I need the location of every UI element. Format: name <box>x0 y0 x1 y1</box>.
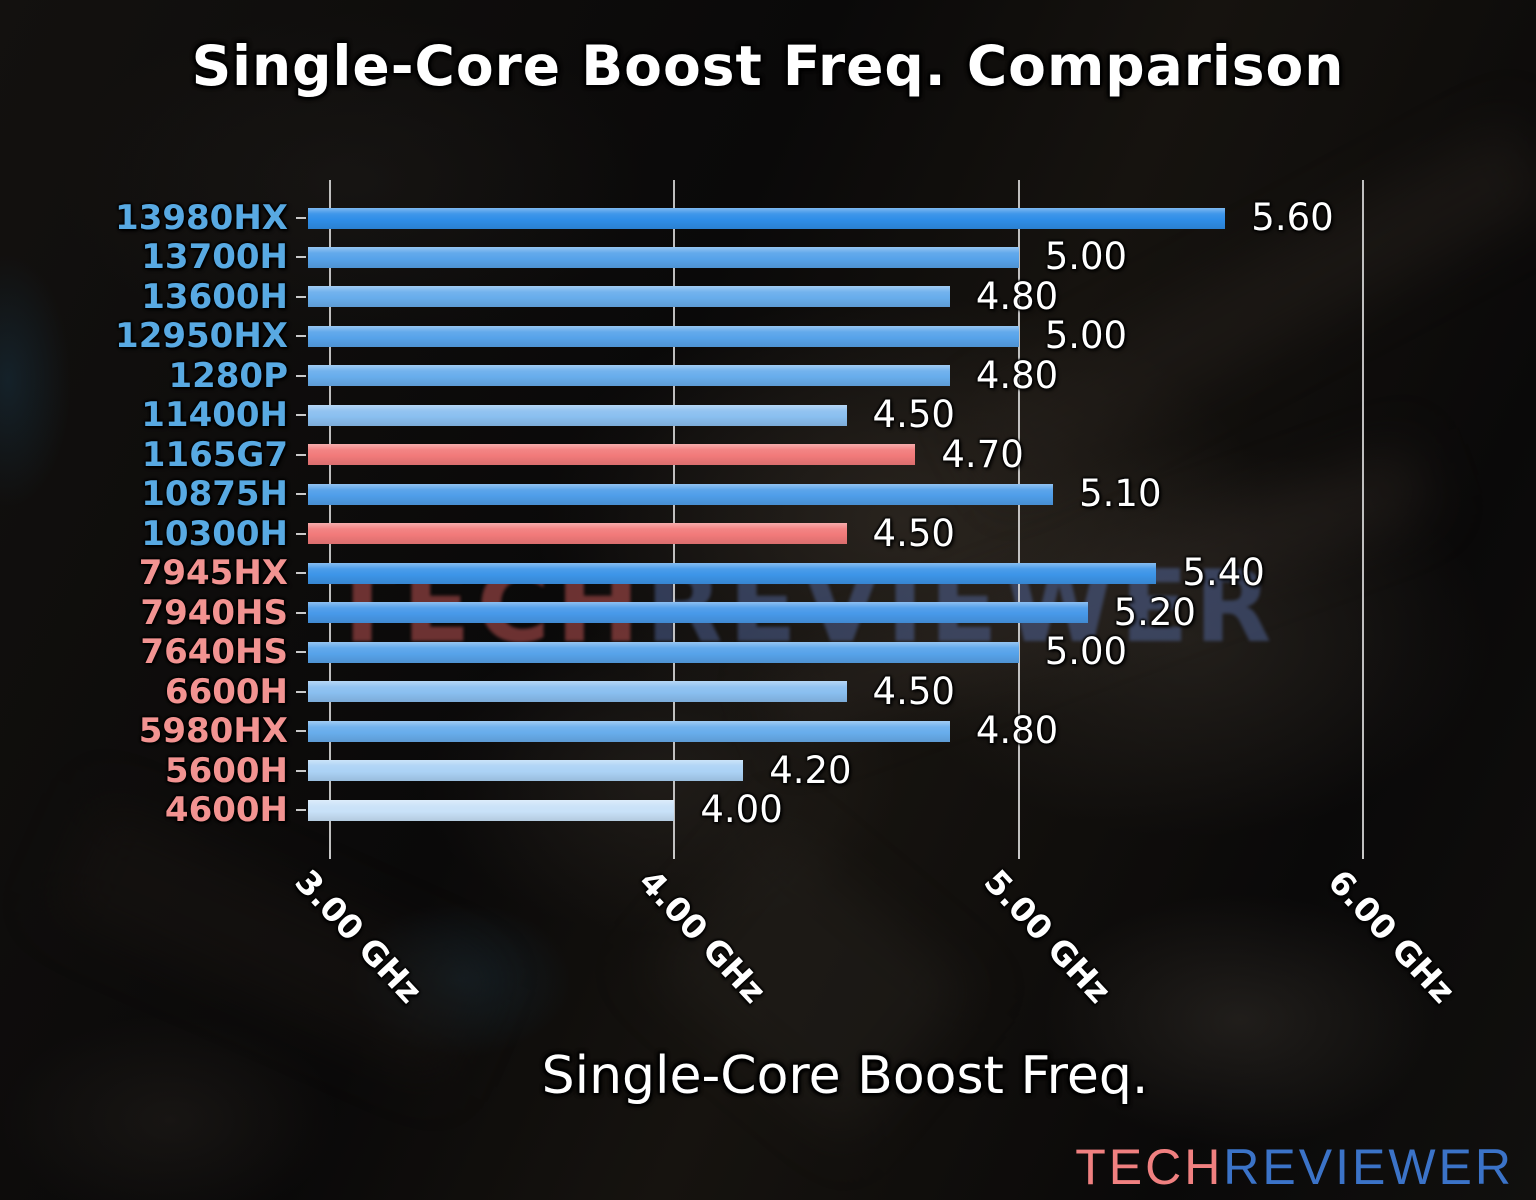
category-label-13600H: 13600H <box>141 276 288 317</box>
value-label: 5.40 <box>1182 551 1265 595</box>
bar-1165G7 <box>308 444 916 466</box>
category-label-7940HS: 7940HS <box>140 592 288 633</box>
category-label-12950HX: 12950HX <box>115 316 288 357</box>
category-label-7945HX: 7945HX <box>138 553 288 594</box>
category-label-13980HX: 13980HX <box>115 198 288 238</box>
value-label: 5.00 <box>1044 314 1128 358</box>
value-label: 4.50 <box>872 393 955 437</box>
category-label-6600H: 6600H <box>164 671 288 712</box>
bar-6600H <box>308 681 847 703</box>
x-axis-tick <box>329 850 332 859</box>
category-label-5600H: 5600H <box>164 750 288 791</box>
value-label: 5.00 <box>1044 630 1128 674</box>
value-label: 4.50 <box>872 511 955 555</box>
y-axis-tick <box>296 730 306 733</box>
value-label: 5.10 <box>1079 472 1162 516</box>
value-label: 4.20 <box>769 748 852 792</box>
value-label: 4.80 <box>975 274 1059 318</box>
x-axis-tick <box>673 850 676 859</box>
value-label: 4.80 <box>975 709 1059 753</box>
value-label: 4.50 <box>872 669 955 713</box>
value-label: 5.00 <box>1044 235 1128 279</box>
x-axis-title: Single-Core Boost Freq. <box>541 1046 1149 1106</box>
y-axis-tick <box>296 611 306 614</box>
bar-7640HS <box>308 641 1019 663</box>
value-label: 4.80 <box>975 353 1059 397</box>
category-label-10875H: 10875H <box>141 474 288 515</box>
category-label-4600H: 4600H <box>164 790 288 831</box>
bar-10300H <box>308 523 847 545</box>
bar-12950HX <box>308 325 1019 347</box>
grid-line <box>1017 180 1020 850</box>
y-axis-tick <box>296 374 306 377</box>
category-label-5980HX: 5980HX <box>138 711 288 752</box>
bar-4600H <box>308 799 675 821</box>
y-axis-tick <box>296 769 306 772</box>
grid-line <box>673 180 676 850</box>
y-axis-tick <box>296 493 306 496</box>
bar-13600H <box>308 286 950 308</box>
y-axis-tick <box>296 572 306 575</box>
y-axis-tick <box>296 651 306 654</box>
category-label-1280P: 1280P <box>168 355 288 396</box>
y-axis-tick <box>296 414 306 417</box>
bar-13700H <box>308 246 1019 268</box>
bar-10875H <box>308 483 1054 505</box>
category-label-11400H: 11400H <box>141 395 288 436</box>
category-label-7640HS: 7640HS <box>140 632 288 673</box>
y-axis-tick <box>296 532 306 535</box>
bar-7945HX <box>308 562 1157 584</box>
x-axis-tick <box>1017 850 1020 859</box>
category-label-13700H: 13700H <box>141 237 288 278</box>
bar-13980HX <box>308 207 1226 229</box>
bar-5600H <box>308 760 744 782</box>
grid-line <box>329 180 332 850</box>
bar-1280P <box>308 365 950 387</box>
bar-7940HS <box>308 602 1088 624</box>
y-axis-tick <box>296 453 306 456</box>
bar-11400H <box>308 404 847 426</box>
y-axis-tick <box>296 256 306 259</box>
y-axis-tick <box>296 690 306 693</box>
value-label: 5.20 <box>1113 590 1196 634</box>
value-label: 5.60 <box>1251 196 1334 239</box>
logo-tech: TECH <box>1075 1139 1224 1195</box>
value-label: 4.70 <box>941 432 1024 476</box>
value-label: 4.00 <box>700 788 783 832</box>
techreviewer-logo: TECHREVIEWER <box>1075 1138 1514 1196</box>
bar-5980HX <box>308 720 950 742</box>
y-axis-tick <box>296 335 306 338</box>
category-label-10300H: 10300H <box>141 513 288 554</box>
category-label-1165G7: 1165G7 <box>141 434 288 475</box>
chart-title: Single-Core Boost Freq. Comparison <box>191 34 1345 98</box>
logo-reviewer: REVIEWER <box>1223 1139 1514 1195</box>
y-axis-tick <box>296 809 306 812</box>
grid-line <box>1362 180 1365 850</box>
y-axis-tick <box>296 295 306 298</box>
y-axis-tick <box>296 217 306 219</box>
x-axis-tick <box>1362 850 1365 859</box>
